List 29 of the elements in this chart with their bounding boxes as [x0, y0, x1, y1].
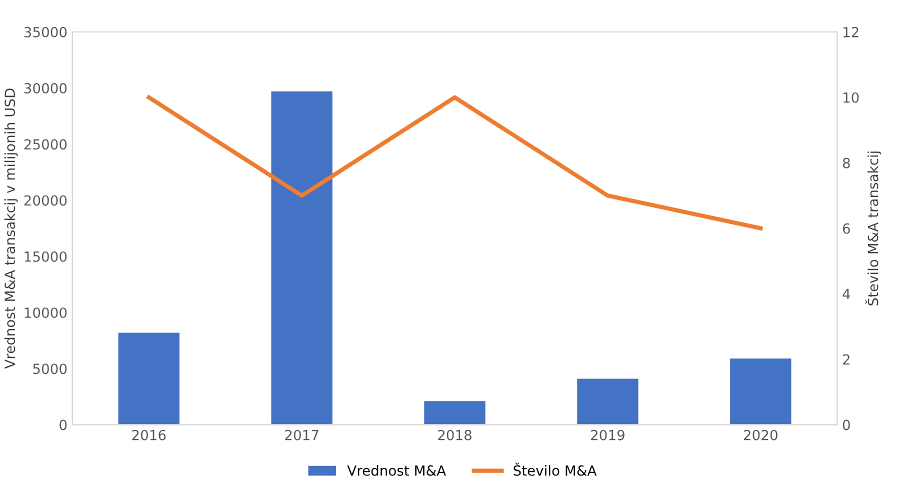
- bar: [577, 378, 638, 425]
- x-tick-label: 2020: [744, 430, 778, 440]
- bar: [271, 91, 332, 425]
- y2-tick-label: 10: [844, 92, 859, 103]
- bar: [424, 401, 486, 425]
- y-axis-title: Vrednost M&A transakcij v milijonih USD: [4, 88, 18, 369]
- y2-axis-title: Število M&A transakcij: [865, 152, 881, 306]
- y-tick-label: 15000: [24, 251, 67, 262]
- y-tick-label: 0: [60, 420, 67, 430]
- y-tick-label: 25000: [24, 139, 67, 150]
- x-tick-label: 2016: [132, 430, 166, 440]
- legend-label: Število M&A: [514, 462, 597, 476]
- y2-tick-label: 4: [842, 288, 850, 300]
- y-tick-label: 20000: [24, 195, 67, 206]
- legend-label: Vrednost M&A: [347, 465, 446, 476]
- y-tick-label: 10000: [24, 307, 67, 318]
- y2-tick-label: 2: [843, 354, 850, 365]
- y2-tick-label: 0: [842, 420, 850, 430]
- x-tick-label: 2019: [591, 430, 624, 440]
- y2-tick-label: 6: [842, 223, 850, 234]
- bar: [118, 332, 180, 425]
- y-tick-label: 30000: [24, 83, 67, 94]
- x-tick-label: 2017: [285, 430, 318, 440]
- x-tick-label: 2018: [438, 430, 472, 440]
- bar: [730, 358, 792, 425]
- y2-tick-label: 8: [842, 158, 850, 168]
- y-tick-label: 5000: [33, 364, 67, 374]
- y2-tick-label: 12: [844, 26, 858, 38]
- y-tick-label: 35000: [24, 26, 67, 38]
